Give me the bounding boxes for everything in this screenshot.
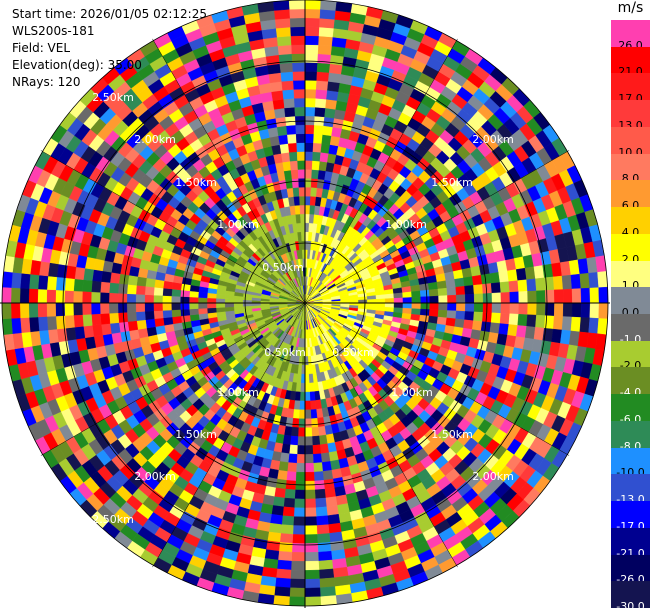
colorbar-block [611,207,650,235]
colorbar-block [611,314,650,342]
range-label: 2.00km [134,470,176,483]
colorbar-block [611,287,650,315]
colorbar-block [611,153,650,181]
azimuth-line [152,38,306,304]
range-label: 0.50km [264,346,306,359]
azimuth-line [304,38,458,304]
colorbar-block [611,527,650,556]
range-label: 2.50km [92,91,134,104]
range-label: 1.00km [385,218,427,231]
colorbar-block [611,126,650,155]
elevation-text: Elevation(deg): 35.00 [12,58,142,72]
colorbar-block [611,260,650,288]
colorbar-block [611,180,650,208]
colorbar-block [611,367,650,395]
nrays-text: NRays: 120 [12,75,81,89]
start-time-text: Start time: 2026/01/05 02:12:25 [12,7,207,21]
azimuth-line [304,302,570,456]
colorbar-block [611,474,650,502]
range-label: 1.00km [391,386,433,399]
colorbar-label: -30.0 [616,600,645,613]
range-label: 1.50km [431,176,473,189]
range-label: 1.00km [217,386,259,399]
colorbar-block [611,501,650,529]
range-label: 0.50km [332,346,374,359]
range-labels: 0.50km 0.50km 0.50km 1.00km 1.00km 1.00km 1.00… [92,91,514,526]
colorbar-block [611,340,650,368]
colorbar-block [611,20,650,48]
range-label: 0.50km [262,261,304,274]
range-rings [0,0,610,608]
range-label: 2.00km [472,133,514,146]
range-label: 2.00km [472,470,514,483]
radar-plot: 0.50km 0.50km 0.50km 1.00km 1.00km 1.00km 1.00… [0,0,610,608]
colorbar-block [611,420,650,449]
azimuth-line [40,150,306,304]
azimuth-line [304,150,570,304]
azimuth-line [40,302,306,456]
velocity-colorbar: m/s 26.0 21.0 17.0 13.0 10.0 8.0 6.0 4.0 2.0 1.0 0… [611,0,650,613]
range-label: 1.50km [175,428,217,441]
range-label: 1.00km [217,218,259,231]
colorbar-block [611,46,650,74]
colorbar-block [611,100,650,128]
range-label: 1.50km [431,428,473,441]
radar-rays [1,0,609,607]
colorbar-block [611,73,650,101]
range-label: 1.50km [175,176,217,189]
instrument-text: WLS200s-181 [12,24,95,38]
colorbar-block [611,394,650,422]
colorbar-block [611,447,650,475]
radar-ppi-display: 0.50km 0.50km 0.50km 1.00km 1.00km 1.00km 1.00… [0,0,610,608]
azimuth-line [152,302,306,568]
colorbar-block [611,233,650,262]
scan-info-panel: Start time: 2026/01/05 02:12:25 WLS200s-… [12,6,207,91]
colorbar-unit: m/s [617,0,644,16]
range-label: 2.50km [92,513,134,526]
field-text: Field: VEL [12,41,71,55]
colorbar-block [611,581,650,609]
range-label: 2.00km [134,133,176,146]
azimuth-line [304,302,458,568]
colorbar-block [611,554,650,582]
